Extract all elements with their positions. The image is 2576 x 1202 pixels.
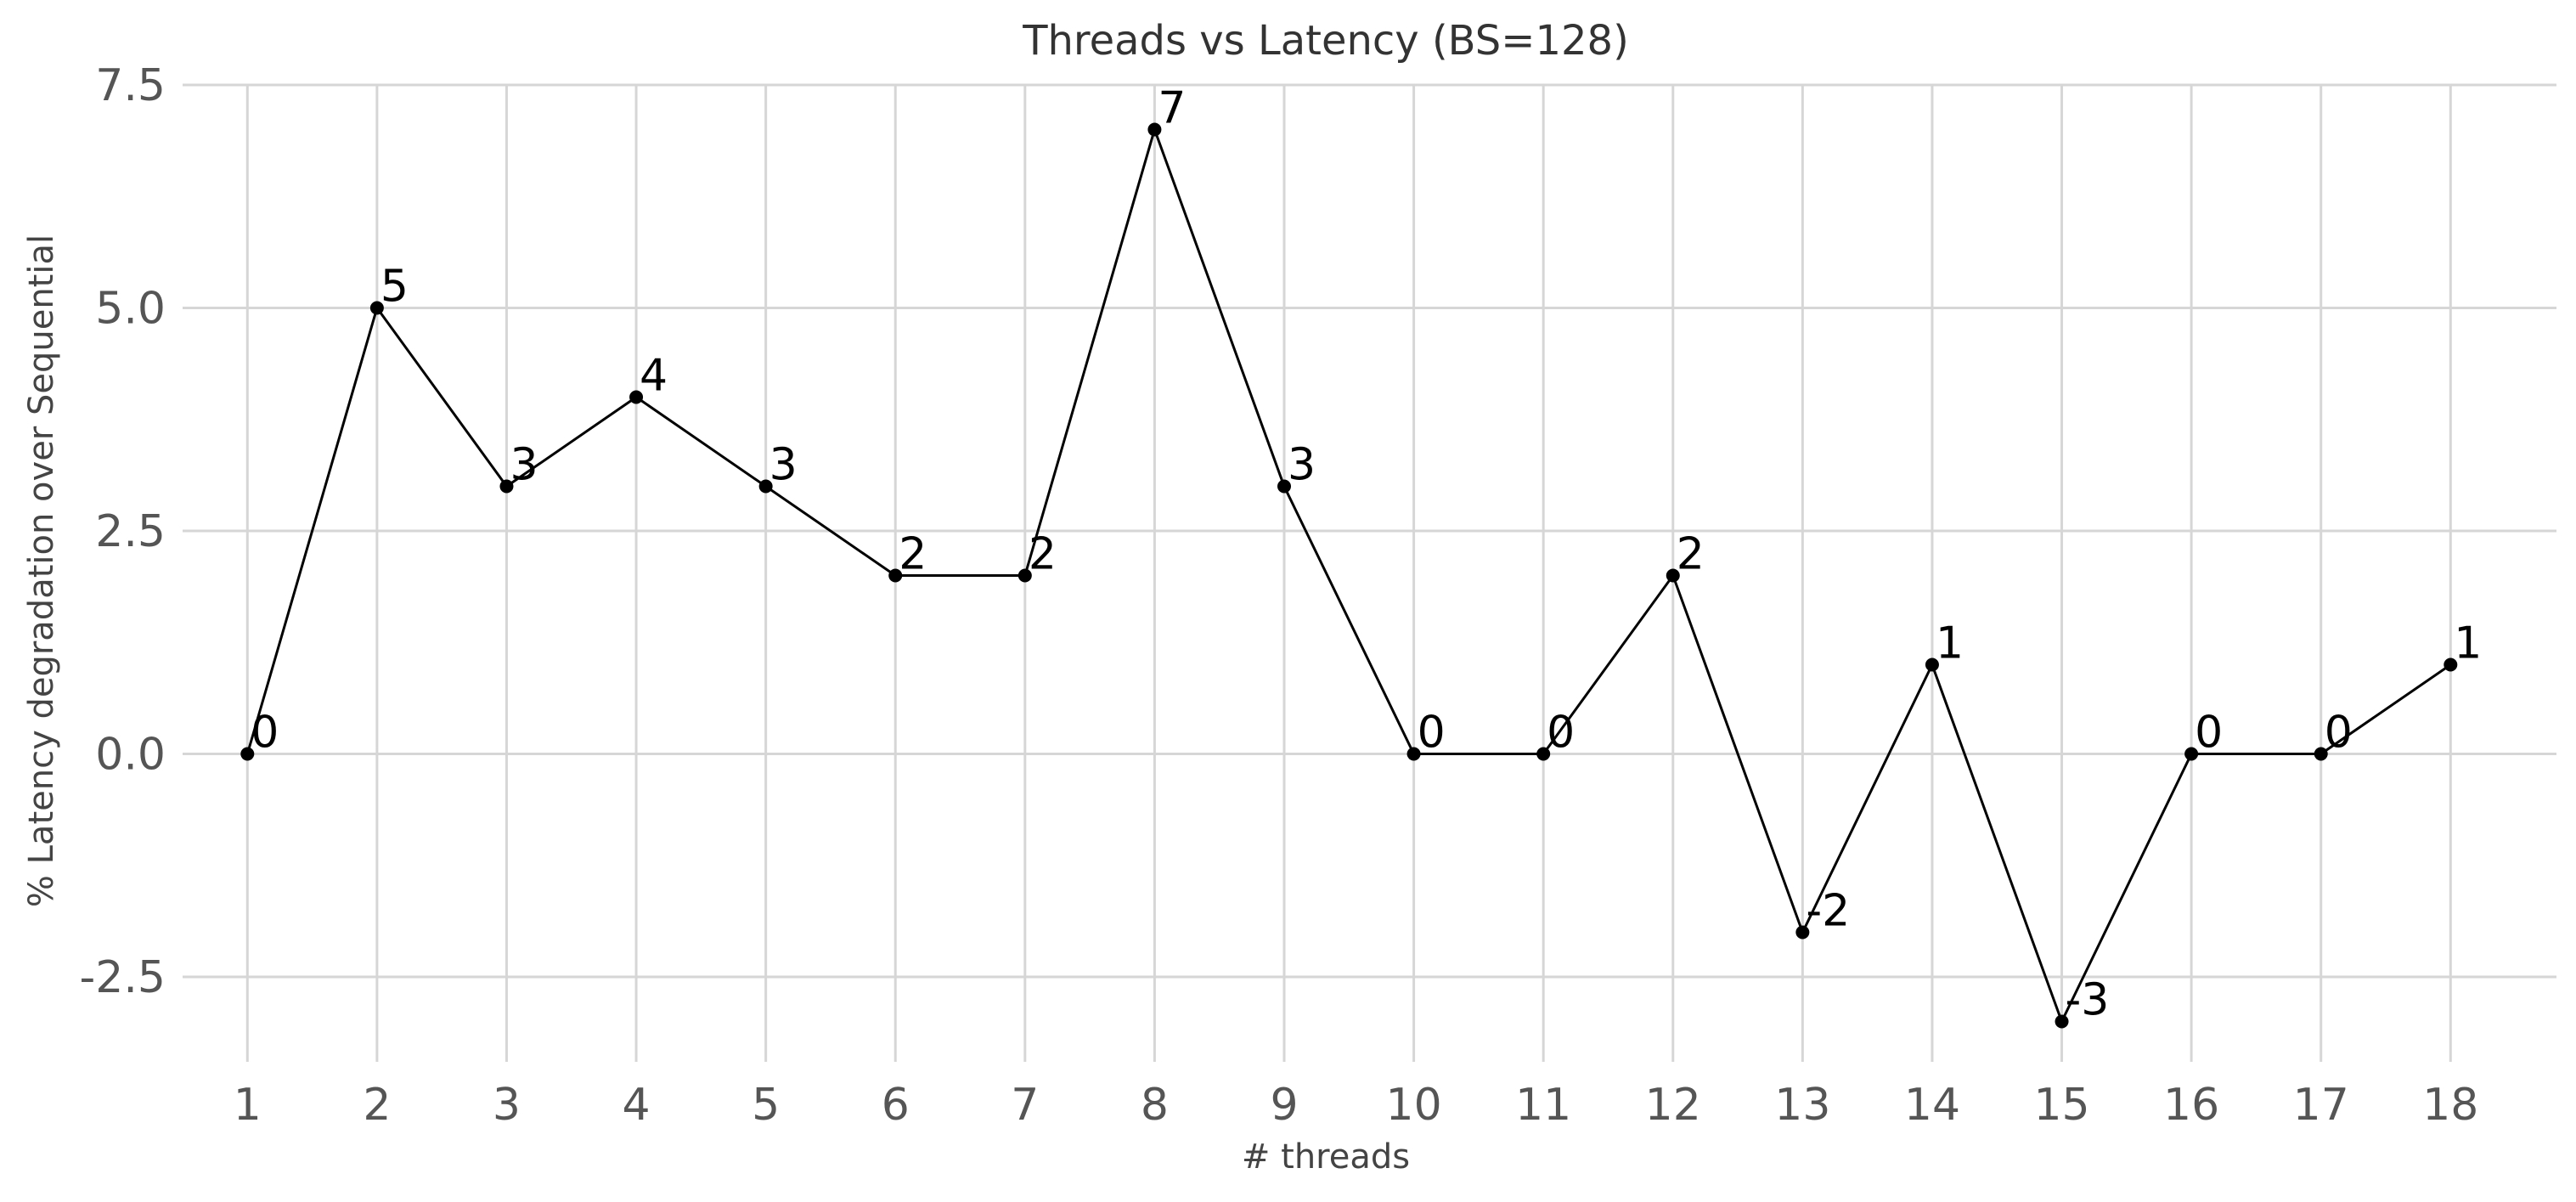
data-label: 0 bbox=[1547, 708, 1575, 759]
series-line bbox=[245, 125, 2452, 1025]
x-axis-label: # threads bbox=[1242, 1137, 1410, 1177]
x-tick-label: 2 bbox=[363, 1080, 391, 1131]
grid-layer bbox=[183, 83, 2556, 1062]
x-tick-label: 17 bbox=[2293, 1080, 2349, 1131]
data-label: 1 bbox=[2454, 618, 2482, 669]
x-tick-label: 12 bbox=[1645, 1080, 1701, 1131]
chart-title: Threads vs Latency (BS=128) bbox=[1022, 17, 1629, 65]
data-label: 1 bbox=[1936, 618, 1964, 669]
data-point bbox=[888, 568, 903, 583]
data-label: 0 bbox=[2325, 708, 2353, 759]
data-point bbox=[2444, 657, 2458, 672]
data-label: 0 bbox=[2195, 708, 2223, 759]
data-label: 2 bbox=[899, 529, 927, 580]
data-point bbox=[2184, 747, 2199, 761]
data-point bbox=[499, 479, 514, 494]
x-tick-label: 11 bbox=[1515, 1080, 1571, 1131]
x-tick-label: 9 bbox=[1270, 1080, 1298, 1131]
data-label: 2 bbox=[1677, 529, 1705, 580]
data-label: 2 bbox=[1029, 529, 1057, 580]
data-point bbox=[1147, 122, 1162, 137]
data-label: 3 bbox=[1288, 440, 1316, 491]
x-tick-label: 4 bbox=[623, 1080, 651, 1131]
data-point bbox=[1406, 747, 1421, 761]
x-tick-label: 10 bbox=[1386, 1080, 1442, 1131]
x-tick-label: 15 bbox=[2033, 1080, 2089, 1131]
data-point bbox=[1795, 925, 1810, 940]
x-tick-label: 13 bbox=[1774, 1080, 1830, 1131]
data-label: 3 bbox=[510, 440, 538, 491]
data-label: 0 bbox=[251, 708, 279, 759]
data-point bbox=[1536, 747, 1551, 761]
data-point bbox=[240, 747, 255, 761]
x-tick-label: 18 bbox=[2422, 1080, 2478, 1131]
x-tick-label: 3 bbox=[493, 1080, 521, 1131]
x-tick-label: 6 bbox=[882, 1080, 910, 1131]
data-label: -3 bbox=[2066, 975, 2110, 1026]
y-tick-label: 2.5 bbox=[95, 506, 166, 557]
data-point bbox=[758, 479, 773, 494]
data-point bbox=[2314, 747, 2328, 761]
data-point bbox=[1666, 568, 1680, 583]
data-point bbox=[2055, 1014, 2069, 1029]
data-point bbox=[1925, 657, 1939, 672]
label-layer: -2.50.02.55.07.51 2 3 4 5 6 7 8 9 10 11 12 13 14 15 16 1… bbox=[80, 60, 2483, 1131]
data-point bbox=[1017, 568, 1032, 583]
y-tick-label: -2.5 bbox=[80, 952, 166, 1003]
y-tick-label: 5.0 bbox=[95, 284, 166, 335]
data-label: 0 bbox=[1418, 708, 1446, 759]
data-label: -2 bbox=[1806, 886, 1850, 937]
x-tick-label: 8 bbox=[1141, 1080, 1169, 1131]
x-tick-label: 1 bbox=[234, 1080, 262, 1131]
series-layer bbox=[240, 122, 2458, 1029]
data-label: 3 bbox=[769, 440, 798, 491]
y-tick-label: 0.0 bbox=[95, 730, 166, 781]
y-axis-label: % Latency degradation over Sequential bbox=[22, 234, 61, 907]
x-tick-label: 7 bbox=[1011, 1080, 1039, 1131]
data-label: 4 bbox=[640, 351, 668, 402]
data-label: 5 bbox=[380, 262, 409, 313]
data-point bbox=[629, 390, 644, 404]
y-tick-label: 7.5 bbox=[95, 60, 166, 111]
data-point bbox=[369, 301, 384, 315]
data-label: 7 bbox=[1158, 83, 1186, 134]
x-tick-label: 14 bbox=[1904, 1080, 1960, 1131]
x-tick-label: 16 bbox=[2163, 1080, 2219, 1131]
x-tick-label: 5 bbox=[752, 1080, 780, 1131]
data-point bbox=[1277, 479, 1292, 494]
